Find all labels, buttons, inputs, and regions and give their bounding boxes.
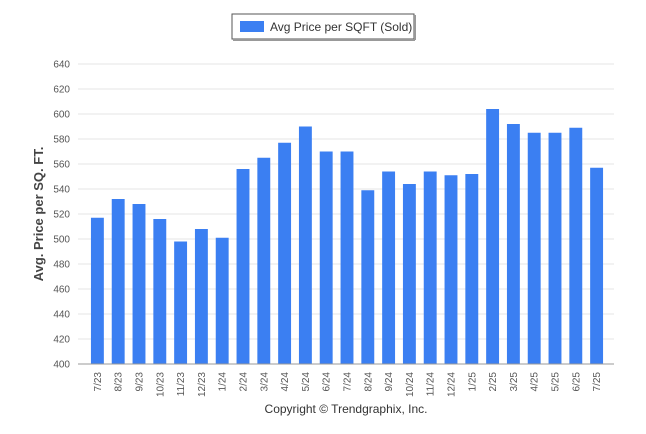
x-tick-label: 12/23 — [197, 372, 208, 397]
bar-2-24[interactable] — [236, 169, 250, 364]
y-axis-ticks: 400 420 440 460 480 500 520 540 560 580 600 620 640 — [53, 60, 70, 371]
legend-swatch — [240, 21, 264, 32]
y-tick-label: 400 — [53, 360, 70, 371]
legend[interactable]: Avg Price per SQFT (Sold) — [231, 13, 416, 41]
x-tick-label: 5/24 — [301, 372, 312, 392]
x-tick-label: 11/23 — [176, 372, 187, 397]
bar-8-24[interactable] — [361, 190, 375, 364]
bar-1-24[interactable] — [215, 237, 229, 364]
y-tick-label: 620 — [53, 85, 70, 96]
x-axis-ticks: 7/23 8/23 9/23 10/23 11/23 12/23 1/24 2/24 3/24 4… — [93, 372, 603, 397]
bar-4-25[interactable] — [527, 132, 541, 364]
x-tick-label: 4/24 — [280, 372, 291, 392]
x-tick-label: 5/25 — [551, 372, 562, 392]
y-tick-label: 540 — [53, 185, 70, 196]
y-tick-label: 580 — [53, 135, 70, 146]
x-tick-label: 6/24 — [322, 372, 333, 392]
x-tick-label: 8/24 — [363, 372, 374, 392]
x-tick-label: 11/24 — [426, 372, 437, 397]
x-tick-label: 10/23 — [155, 372, 166, 397]
x-tick-label: 9/23 — [135, 372, 146, 392]
bar-3-25[interactable] — [506, 124, 520, 364]
bar-10-24[interactable] — [402, 184, 416, 364]
y-tick-label: 520 — [53, 210, 70, 221]
x-tick-label: 3/25 — [509, 372, 520, 392]
x-tick-label: 7/24 — [343, 372, 354, 392]
x-tick-label: 2/25 — [488, 372, 499, 392]
x-tick-label: 7/23 — [93, 372, 104, 392]
bar-9-24[interactable] — [382, 171, 396, 365]
x-tick-label: 2/24 — [239, 372, 250, 392]
y-tick-label: 500 — [53, 235, 70, 246]
y-tick-label: 600 — [53, 110, 70, 121]
x-tick-label: 3/24 — [259, 372, 270, 392]
x-tick-label: 8/23 — [114, 372, 125, 392]
bar-1-25[interactable] — [465, 174, 479, 364]
x-tick-label: 7/25 — [592, 372, 603, 392]
x-tick-label: 10/24 — [405, 372, 416, 397]
bar-6-25[interactable] — [569, 127, 583, 364]
y-axis-label: Avg. Price per SQ. FT. — [31, 147, 46, 282]
bar-2-25[interactable] — [486, 109, 500, 364]
x-tick-label: 12/24 — [447, 372, 458, 397]
y-tick-label: 640 — [53, 60, 70, 71]
legend-label: Avg Price per SQFT (Sold) — [270, 20, 412, 34]
bar-7-24[interactable] — [340, 151, 354, 365]
copyright-credit: Copyright © Trendgraphix, Inc. — [265, 402, 428, 416]
bar-3-24[interactable] — [257, 157, 271, 364]
x-tick-label: 4/25 — [530, 372, 541, 392]
bar-5-24[interactable] — [298, 126, 312, 365]
bar-7-23[interactable] — [90, 217, 104, 364]
bar-9-23[interactable] — [132, 204, 146, 364]
y-tick-label: 440 — [53, 310, 70, 321]
y-tick-label: 480 — [53, 260, 70, 271]
y-tick-label: 460 — [53, 285, 70, 296]
y-tick-label: 560 — [53, 160, 70, 171]
x-tick-label: 1/25 — [467, 372, 478, 392]
x-tick-label: 6/25 — [571, 372, 582, 392]
x-tick-label: 1/24 — [218, 372, 229, 392]
bars — [90, 109, 604, 365]
bar-4-24[interactable] — [278, 142, 292, 364]
y-tick-label: 420 — [53, 335, 70, 346]
x-tick-label: 9/24 — [384, 372, 395, 392]
bar-12-24[interactable] — [444, 175, 458, 364]
bar-11-24[interactable] — [423, 171, 437, 365]
bar-12-23[interactable] — [194, 229, 208, 364]
bar-8-23[interactable] — [111, 199, 125, 364]
bar-5-25[interactable] — [548, 132, 562, 364]
bar-10-23[interactable] — [153, 219, 167, 364]
bar-11-23[interactable] — [174, 241, 188, 365]
bar-7-25[interactable] — [590, 167, 604, 364]
bar-6-24[interactable] — [319, 151, 333, 365]
